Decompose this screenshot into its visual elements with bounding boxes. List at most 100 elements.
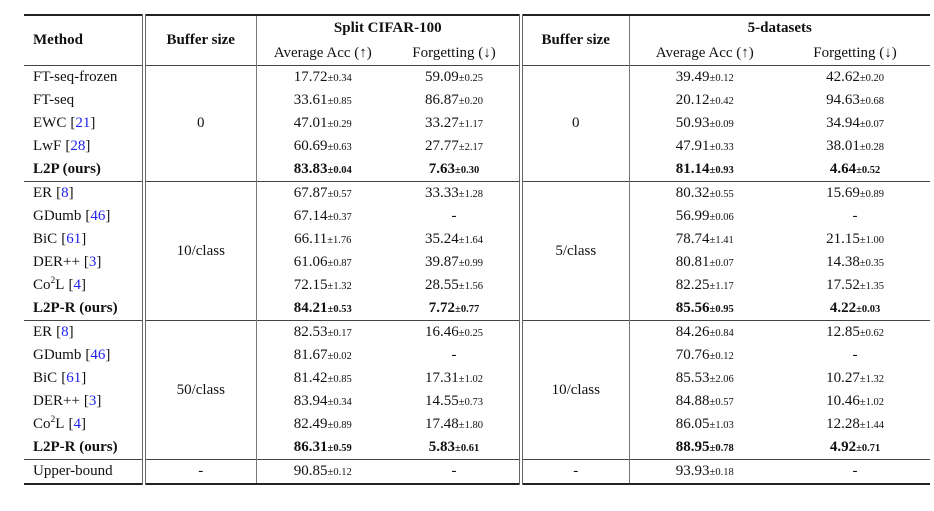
method-label: DER++	[33, 393, 80, 409]
error-value: 1.03	[715, 420, 734, 431]
cifar-forgetting-cell: 28.55±1.56	[389, 274, 521, 297]
metric-value: 12.85	[826, 324, 860, 340]
citation-link[interactable]: 4	[73, 416, 81, 432]
table-row: L2P (ours) 83.83±0.04 7.63±0.30 81.14±0.93 4…	[24, 158, 930, 182]
citation-link[interactable]: 61	[66, 370, 82, 386]
plus-minus-sign: ±	[327, 258, 334, 269]
metric-error: ±2.17	[459, 142, 483, 153]
plus-minus-sign: ±	[458, 258, 465, 269]
ds5-forgetting-cell: 12.28±1.44	[780, 413, 930, 436]
metric-value: 17.72	[293, 69, 328, 85]
metric-error: ±0.25	[459, 73, 483, 84]
buffer-size-5ds-cell: -	[519, 459, 629, 484]
error-value: 0.57	[333, 189, 352, 200]
method-cell: ER [8]	[24, 320, 144, 344]
metric-value: 86.87	[425, 92, 459, 108]
table-row: Upper-bound -90.85±0.12- -93.93±0.18-	[24, 459, 931, 484]
ds5-avg-acc-cell: 82.25±1.17	[628, 274, 780, 297]
method-cell: GDumb [46]	[24, 344, 144, 367]
plus-minus-sign: ±	[709, 165, 716, 176]
metric-value: 88.95	[675, 439, 710, 455]
error-value: 0.63	[333, 142, 352, 153]
metric-error: ±1.56	[459, 281, 483, 292]
error-value: 0.25	[464, 328, 483, 339]
metric-value: 90.85	[293, 463, 328, 479]
bracket-open: [	[61, 370, 67, 386]
metric-error: ±0.12	[328, 467, 352, 478]
ds5-avg-acc-cell: 84.26±0.84	[628, 320, 780, 344]
error-value: 1.41	[715, 235, 734, 246]
metric-value: 93.93	[675, 463, 710, 479]
table-row: Co2L [4] 82.49±0.89 17.48±1.80 86.05±1.03 12.…	[24, 413, 930, 436]
citation: [61]	[61, 231, 86, 247]
citation-link[interactable]: 28	[70, 138, 86, 154]
plus-minus-sign: ±	[458, 420, 465, 431]
metric-error: ±0.20	[459, 96, 483, 107]
header-5ds-forgetting: Forgetting (↓)	[813, 44, 897, 61]
citation-link[interactable]: 3	[88, 254, 97, 270]
cifar-avg-acc-cell: 17.72±0.34	[255, 65, 389, 89]
cifar-forgetting-cell: 33.33±1.28	[389, 181, 521, 205]
metric-error: ±0.35	[860, 258, 884, 269]
bracket-close: ]	[96, 254, 102, 270]
citation-link[interactable]: 46	[90, 208, 106, 224]
metric-value: 28.55	[425, 277, 459, 293]
ds5-avg-acc-cell: 20.12±0.42	[628, 89, 780, 112]
error-value: 0.07	[865, 119, 884, 130]
error-value: 0.07	[715, 258, 734, 269]
metric-error: ±0.33	[710, 142, 734, 153]
ds5-avg-acc-cell: 50.93±0.09	[628, 112, 780, 135]
error-value: 0.99	[464, 258, 483, 269]
metric-error: ±0.34	[328, 397, 352, 408]
citation-link[interactable]: 3	[88, 393, 97, 409]
error-value: 1.35	[865, 281, 884, 292]
metric-error: ±0.18	[710, 467, 734, 478]
citation-link[interactable]: 4	[73, 277, 81, 293]
error-value: 0.55	[715, 189, 734, 200]
metric-value: 12.28	[826, 416, 860, 432]
bracket-close: ]	[80, 277, 86, 293]
metric-error: ±2.06	[710, 374, 734, 385]
method-label: ER	[33, 324, 53, 340]
header-row-metrics: Average Acc (↑) Forgetting (↓) Average A…	[24, 41, 930, 66]
method-label: FT-seq	[33, 92, 75, 108]
error-value: 0.42	[715, 96, 734, 107]
citation-link[interactable]: 61	[66, 231, 82, 247]
error-value: 1.76	[333, 235, 352, 246]
plus-minus-sign: ±	[859, 374, 866, 385]
metric-value: 85.53	[675, 370, 710, 386]
error-value: 0.89	[865, 189, 884, 200]
cifar-avg-acc-cell: 67.87±0.57	[255, 181, 389, 205]
results-table: Method Buffer size Split CIFAR-100 Buffe…	[24, 14, 931, 485]
metric-value: 72.15	[293, 277, 328, 293]
method-label: L2P-R (ours)	[33, 300, 118, 316]
plus-minus-sign: ±	[709, 420, 716, 431]
ds5-avg-acc-cell: 47.91±0.33	[628, 135, 780, 158]
cifar-forgetting-cell: 35.24±1.64	[389, 228, 521, 251]
metric-error: ±0.12	[710, 73, 734, 84]
citation-link[interactable]: 8	[61, 324, 69, 340]
metric-error: ±0.07	[860, 119, 884, 130]
citation-link[interactable]: 8	[61, 185, 69, 201]
plus-minus-sign: ±	[709, 235, 716, 246]
ds5-avg-acc-cell: 85.53±2.06	[628, 367, 780, 390]
plus-minus-sign: ±	[458, 142, 465, 153]
table-row: GDumb [46] 81.67±0.02-70.76±0.12-	[24, 344, 930, 367]
metric-error: ±1.32	[328, 281, 352, 292]
method-label: Co	[33, 416, 51, 432]
method-cell: FT-seq-frozen	[24, 66, 144, 90]
error-value: 0.89	[333, 420, 352, 431]
header-buffer-size-5ds: Buffer size	[519, 15, 629, 66]
plus-minus-sign: ±	[859, 328, 866, 339]
citation-link[interactable]: 21	[75, 115, 91, 131]
metric-error: ±0.04	[328, 165, 352, 176]
error-value: 2.17	[464, 142, 483, 153]
metric-value: 84.88	[675, 393, 710, 409]
plus-minus-sign: ±	[327, 304, 334, 315]
metric-error: ±0.52	[856, 165, 880, 176]
method-cell: L2P-R (ours)	[24, 297, 144, 321]
cifar-forgetting-cell: 16.46±0.25	[389, 320, 521, 344]
citation: [28]	[65, 138, 90, 154]
table-body: FT-seq-frozen 0 17.72±0.34 59.09±0.25 0 39.49…	[24, 65, 931, 484]
citation-link[interactable]: 46	[90, 347, 106, 363]
